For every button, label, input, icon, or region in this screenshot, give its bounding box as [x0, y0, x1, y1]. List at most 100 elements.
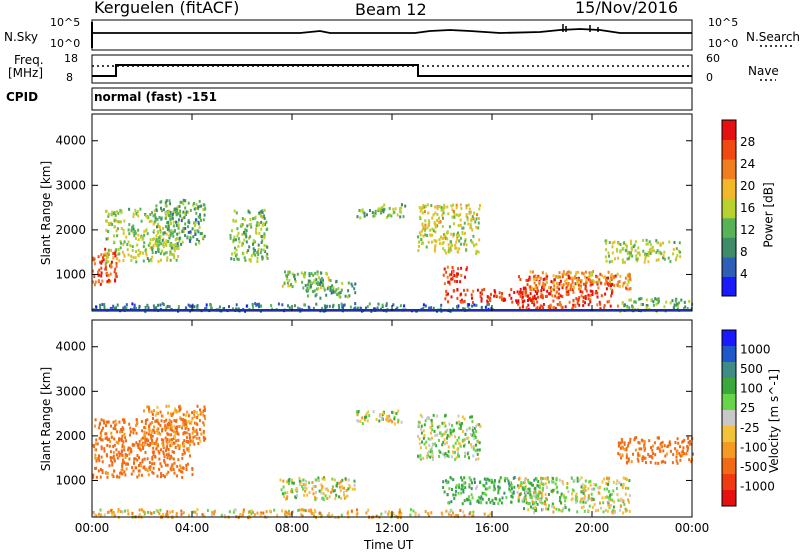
power-cell — [556, 290, 559, 294]
power-cell — [479, 295, 482, 298]
velocity-cell — [108, 437, 110, 441]
power-cell — [160, 200, 163, 204]
power-cell — [164, 225, 167, 228]
velocity-cell — [145, 431, 148, 435]
velocity-colorbar-label: Velocity [m s^-1] — [767, 368, 782, 474]
velocity-cell — [493, 479, 496, 483]
velocity-cell — [552, 510, 555, 514]
velocity-cell — [463, 476, 466, 480]
velocity-cell — [142, 442, 145, 446]
power-cell — [418, 231, 421, 235]
velocity-cell — [286, 480, 288, 484]
velocity-cell — [110, 424, 112, 428]
velocity-cell — [603, 487, 606, 491]
velocity-cell — [683, 452, 686, 456]
power-cell — [148, 259, 150, 263]
y-tick-label: 3000 — [55, 384, 86, 398]
velocity-cell — [618, 481, 621, 485]
power-cell — [100, 261, 103, 265]
velocity-cell — [387, 417, 390, 421]
power-cell — [446, 265, 449, 269]
power-cell — [172, 224, 175, 228]
velocity-cell — [436, 433, 439, 437]
power-cell — [156, 217, 159, 221]
velocity-cell — [384, 510, 387, 514]
velocity-cell — [104, 437, 107, 440]
power-cell — [441, 225, 444, 228]
velocity-cell — [475, 430, 478, 433]
velocity-cell — [151, 455, 154, 459]
velocity-cell — [489, 500, 492, 504]
power-cell — [155, 204, 158, 208]
velocity-cell — [532, 506, 535, 510]
power-cell — [265, 254, 268, 258]
power-cell — [184, 227, 187, 230]
power-cell — [307, 305, 310, 309]
power-cell — [241, 232, 244, 236]
velocity-cell — [284, 510, 287, 514]
velocity-cell — [213, 510, 216, 514]
velocity-cell — [634, 436, 636, 440]
power-cell — [467, 203, 470, 207]
velocity-cell — [455, 489, 457, 493]
velocity-cell — [145, 467, 148, 471]
velocity-cell — [660, 445, 663, 449]
power-cell — [105, 260, 108, 264]
velocity-cell — [99, 508, 102, 512]
velocity-cell — [457, 436, 460, 440]
velocity-cell — [422, 429, 425, 433]
power-cell — [463, 299, 466, 303]
power-cell — [470, 218, 473, 222]
power-cell — [168, 209, 171, 213]
power-cell — [233, 251, 236, 255]
power-cell — [517, 302, 520, 306]
velocity-cell — [164, 475, 166, 479]
power-cell — [320, 271, 323, 275]
power-cell — [169, 210, 172, 214]
power-cell — [254, 302, 257, 306]
velocity-cell — [299, 482, 302, 486]
velocity-cell — [645, 461, 647, 465]
power-cell — [604, 239, 607, 243]
power-cell — [159, 252, 162, 256]
power-cell — [465, 248, 468, 252]
velocity-cell — [458, 485, 461, 489]
velocity-cell — [260, 511, 263, 515]
velocity-cell — [605, 482, 608, 486]
power-cell — [261, 255, 264, 259]
velocity-cell — [451, 488, 453, 491]
power-cell — [442, 273, 445, 277]
x-tick-label: 04:00 — [175, 521, 210, 535]
velocity-cell — [189, 421, 192, 425]
power-cell — [585, 281, 588, 284]
velocity-cell — [176, 443, 179, 447]
velocity-cell — [431, 457, 434, 461]
velocity-cell — [170, 414, 173, 417]
power-cell — [252, 247, 255, 251]
velocity-cell — [156, 405, 159, 409]
velocity-cell — [468, 440, 470, 444]
power-cell — [572, 286, 575, 290]
velocity-cell — [228, 510, 231, 514]
power-cell — [351, 284, 354, 288]
power-cell — [107, 251, 110, 255]
power-cell — [434, 244, 437, 248]
velocity-cell — [148, 426, 151, 430]
power-cell — [113, 225, 116, 229]
velocity-cell — [328, 511, 330, 515]
velocity-cell — [160, 448, 162, 452]
velocity-cell — [619, 441, 622, 445]
velocity-cell — [305, 487, 308, 491]
velocity-cell — [301, 485, 304, 489]
power-cell — [151, 255, 154, 259]
power-cell — [560, 283, 563, 287]
power-cell — [175, 220, 178, 224]
velocity-cell — [605, 495, 608, 499]
power-cell — [335, 288, 338, 292]
velocity-cell — [430, 511, 433, 515]
velocity-cell — [331, 488, 334, 491]
power-cell — [625, 286, 627, 290]
velocity-cell — [538, 490, 541, 494]
power-cell — [533, 296, 536, 300]
velocity-cell — [423, 442, 426, 446]
